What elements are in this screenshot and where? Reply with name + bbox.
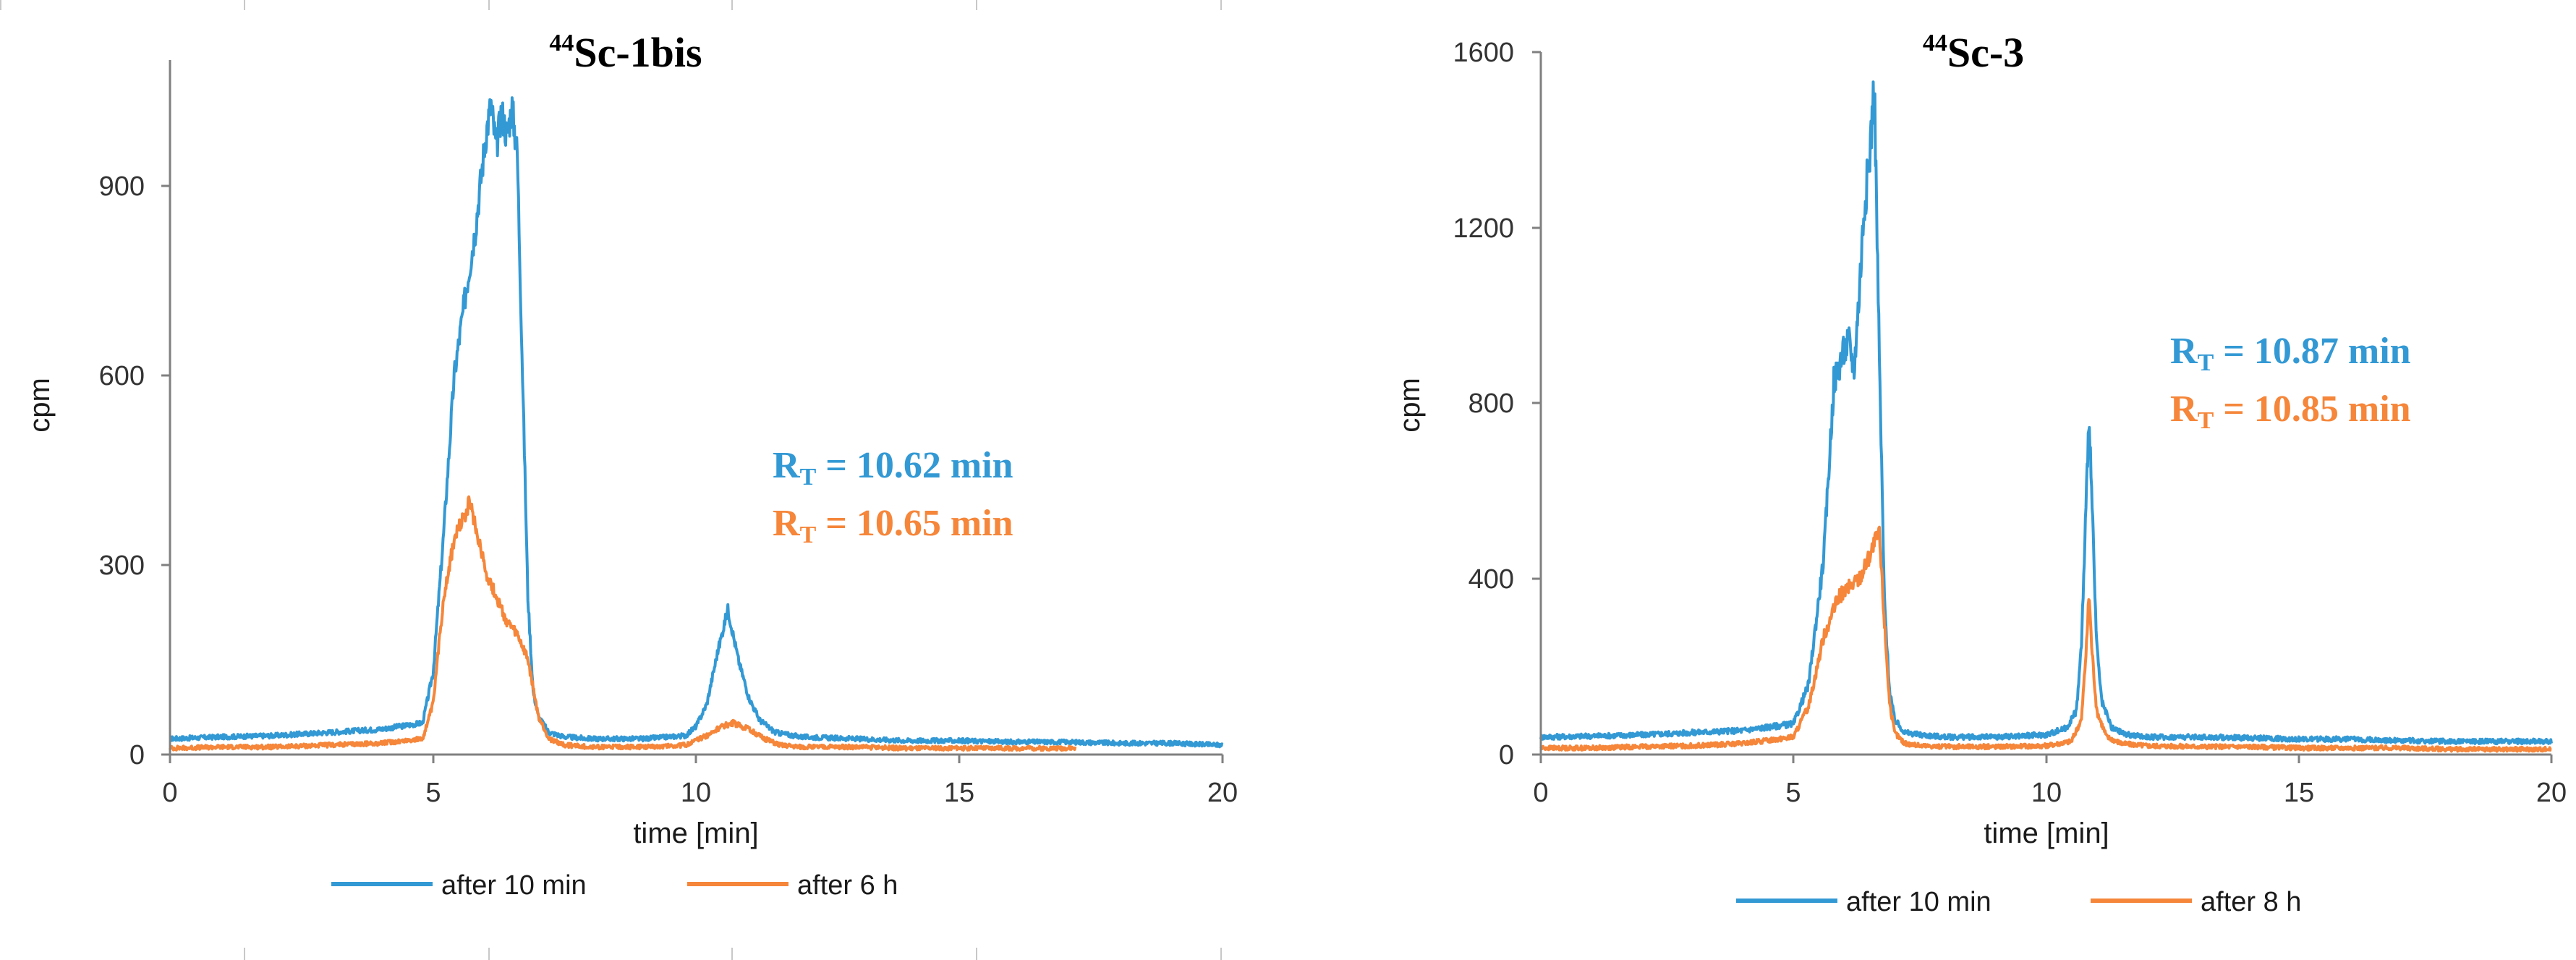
legend-label: after 6 h xyxy=(797,870,898,901)
chart-left-title: 44Sc-1bis xyxy=(549,29,702,76)
x-tick-label: 15 xyxy=(2284,778,2314,808)
y-tick-label: 400 xyxy=(1468,564,1514,595)
chart-left-y-label: cpm xyxy=(24,378,56,433)
x-tick-label: 10 xyxy=(681,778,711,808)
chart-right-y-label: cpm xyxy=(1394,378,1426,433)
rt-annotation-orange: RT = 10.85 min xyxy=(2170,388,2411,434)
x-tick-label: 10 xyxy=(2031,778,2062,808)
y-tick-label: 1600 xyxy=(1453,38,1514,68)
y-tick-label: 600 xyxy=(99,361,145,391)
chart-left: 0 5 10 15 20 0 300 600 900 cpm time [min… xyxy=(24,29,1238,901)
x-tick-label: 20 xyxy=(2536,778,2567,808)
x-tick-label: 5 xyxy=(425,778,441,808)
x-tick-label: 0 xyxy=(162,778,177,808)
legend-label: after 8 h xyxy=(2201,887,2301,917)
chart-right-legend: after 10 min after 8 h xyxy=(1736,887,2301,917)
chart-right-series xyxy=(1539,80,2553,753)
x-tick-label: 5 xyxy=(1785,778,1801,808)
x-tick-label: 15 xyxy=(944,778,974,808)
x-tick-label: 20 xyxy=(1207,778,1238,808)
chart-left-axes xyxy=(161,60,1224,763)
y-tick-label: 1200 xyxy=(1453,213,1514,244)
legend-label: after 10 min xyxy=(1846,887,1991,917)
frame-marks xyxy=(0,0,1222,960)
series-line-after-6-h xyxy=(169,495,1077,752)
y-tick-label: 800 xyxy=(1468,388,1514,419)
series-line-after-10-min xyxy=(169,96,1224,749)
chart-right-x-label: time [min] xyxy=(1984,817,2109,849)
chart-right-title: 44Sc-3 xyxy=(1923,29,2024,76)
chart-left-x-label: time [min] xyxy=(633,817,758,849)
y-tick-label: 0 xyxy=(1499,740,1514,770)
chart-left-legend: after 10 min after 6 h xyxy=(331,870,898,901)
legend-label: after 10 min xyxy=(441,870,587,901)
y-tick-label: 300 xyxy=(99,551,145,581)
y-tick-label: 900 xyxy=(99,171,145,202)
rt-annotation-orange: RT = 10.65 min xyxy=(773,503,1013,548)
series-line-after-10-min xyxy=(1539,80,2553,746)
rt-annotation-blue: RT = 10.87 min xyxy=(2170,331,2411,376)
chart-right-axes xyxy=(1532,51,2553,763)
chart-right: 0 5 10 15 20 0 400 800 1200 1600 cpm tim… xyxy=(1394,29,2567,917)
rt-annotation-blue: RT = 10.62 min xyxy=(773,445,1013,490)
y-tick-label: 0 xyxy=(129,740,145,770)
x-tick-label: 0 xyxy=(1533,778,1548,808)
series-line-after-8-h xyxy=(1539,525,2553,753)
chart-left-series xyxy=(169,96,1224,752)
